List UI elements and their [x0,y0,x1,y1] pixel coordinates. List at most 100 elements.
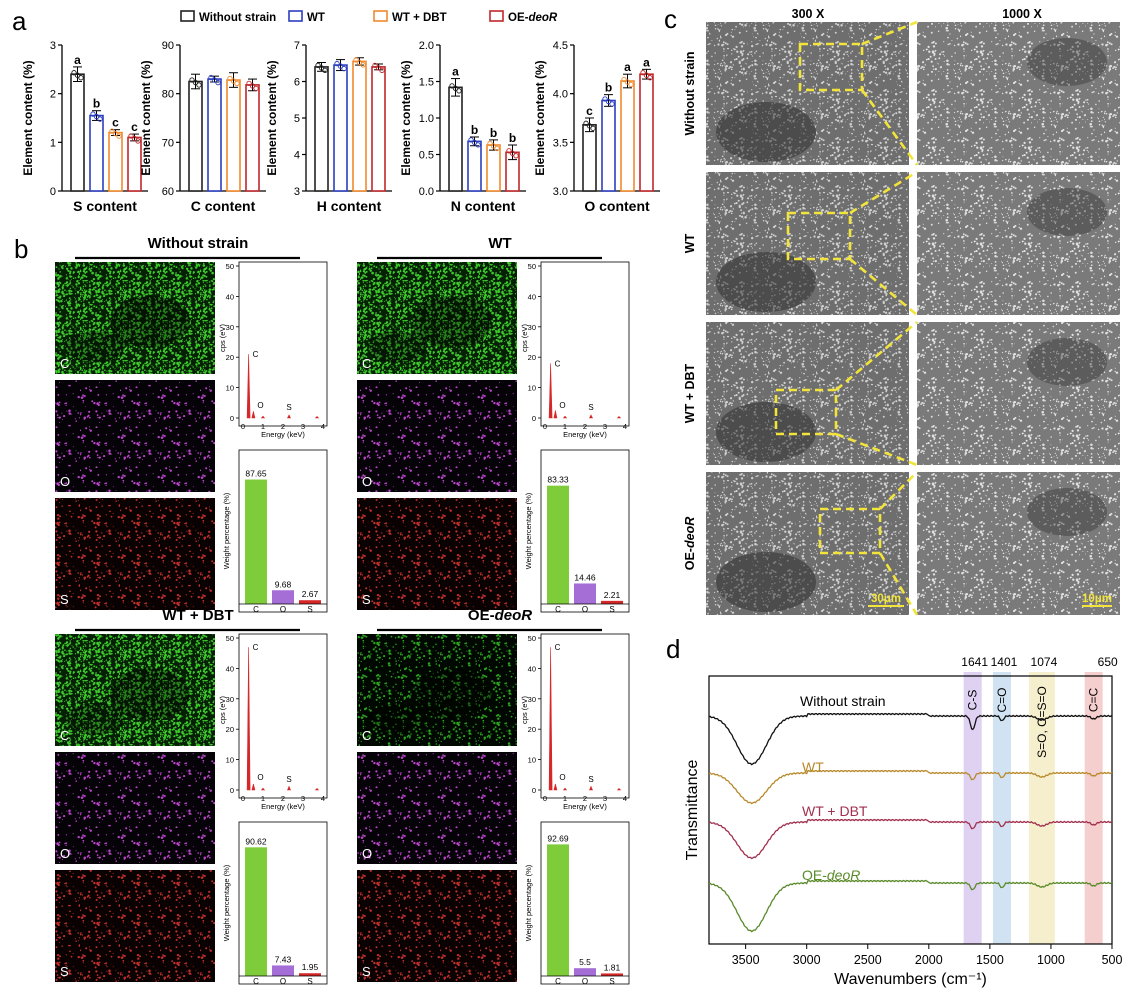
spectrum-y-tick-label: 50 [226,262,234,271]
data-point [586,123,593,129]
zoom-line [849,170,918,215]
data-point [196,82,202,88]
data-point [449,83,455,89]
sem-shadow [1027,188,1107,236]
sem-shadow [716,252,816,312]
y-tick-label: 1.0 [419,113,434,125]
peak-label-o: O [559,401,565,410]
spectrum-peak [553,783,558,791]
spectrum-peak [589,785,593,791]
zoom-box [798,42,864,92]
weight-value-label: 5.5 [579,957,591,967]
element-map-label: C [60,728,69,743]
spectrum-y-tick-label: 20 [226,353,234,362]
data-point [135,138,141,144]
spectrum-y-tick-label: 40 [226,292,234,301]
significance-letter: a [452,65,459,79]
weight-category-label: S [609,977,614,986]
y-tick-label: 70 [162,137,174,149]
data-point [583,120,589,126]
spectrum-peak [251,411,256,419]
data-point [640,70,646,76]
bar [314,66,329,192]
sem-image-1000x [917,172,1120,315]
sem-shadow [1027,488,1107,536]
ftir-x-tick-label: 2500 [854,953,882,967]
data-point [468,137,474,143]
spectrum-x-tick-label: 2 [583,422,587,431]
map-shadow [65,703,125,735]
ftir-frame [708,675,1113,945]
eds-sample-title: WT + DBT [162,607,233,624]
y-tick-label: 90 [162,40,174,52]
ftir-x-label: Wavenumbers (cm⁻¹) [834,971,987,988]
element-map-o [357,752,517,864]
bar [486,144,501,192]
spectrum-x-tick-label: 0 [543,422,547,431]
y-tick-label: 60 [162,186,174,198]
spectrum-frame [238,261,328,427]
ftir-series-label: WT [802,759,824,775]
spectrum-x-tick-label: 3 [301,794,305,803]
data-point [490,143,497,149]
element-map-label: S [60,592,69,607]
ftir-series-line [708,879,1113,933]
data-point [249,83,256,89]
data-point [509,150,516,156]
map-shadow [367,331,427,363]
weight-category-label: C [253,605,259,614]
y-tick-label: 3 [294,186,300,198]
significance-letter: a [74,53,81,67]
spectrum-y-tick-label: 20 [226,725,234,734]
weight-bar [601,600,623,604]
data-point [341,65,347,72]
ftir-series-line [708,818,1113,860]
data-point [647,75,653,81]
spectrum-y-tick-label: 40 [528,292,536,301]
sem-column-title: 1000 X [1002,7,1042,21]
data-point [90,111,96,117]
element-map-c [55,262,215,374]
data-point [234,80,240,87]
spectrum-x-tick-label: 1 [261,422,265,431]
sem-column-title: 300 X [792,7,825,21]
spectrum-y-tick-label: 50 [226,634,234,643]
weight-y-label: Weight percentage (%) [222,492,231,569]
x-axis-label: C content [191,198,256,214]
spectrum-peak [589,414,593,419]
significance-letter: b [490,126,497,140]
zoom-box [818,507,882,555]
spectrum-peak [251,783,256,791]
peak-label-s: S [588,775,593,784]
band-wavenumber-label: 1074 [1031,655,1058,669]
element-map-label: O [362,846,372,861]
peak-label-o: O [257,401,263,410]
map-shadow [412,668,492,720]
ftir-y-label: Transmittance [684,760,701,861]
bar [639,73,654,192]
weight-bar [574,583,596,604]
sem-shadow [1027,338,1107,386]
spectrum-y-tick-label: 0 [230,786,234,795]
element-map-o [55,752,215,864]
significance-letter: c [112,116,119,130]
data-point [322,67,328,74]
spectrum-x-tick-label: 1 [563,422,567,431]
sem-shadow [716,402,816,462]
weight-category-label: O [582,977,588,986]
weight-category-label: C [555,605,561,614]
spectrum-y-tick-label: 10 [528,384,536,393]
element-map-c [357,634,517,746]
weight-value-label: 14.46 [574,572,596,582]
spectrum-frame [238,633,328,799]
weight-value-label: 87.65 [245,469,267,479]
spectrum-y-tick-label: 30 [226,323,234,332]
element-map-s [357,870,517,982]
bar [582,124,597,192]
element-map-label: O [60,474,70,489]
ftir-series-line [708,769,1113,805]
spectrum-x-label: Energy (keV) [261,430,305,439]
spectrum-y-tick-label: 0 [532,786,536,795]
legend-label: WT [307,12,325,24]
